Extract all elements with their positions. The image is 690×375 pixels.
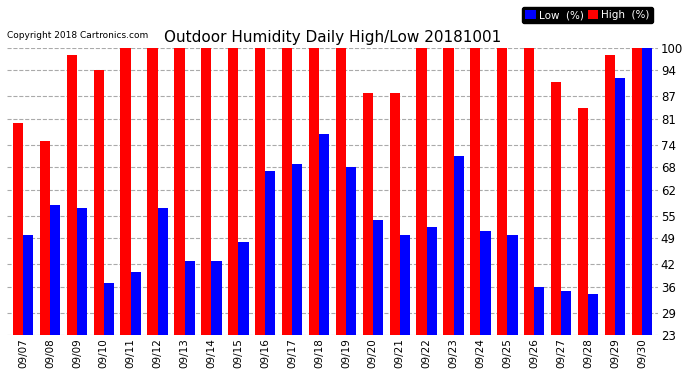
Bar bbox=[175, 48, 184, 375]
Bar bbox=[184, 261, 195, 375]
Bar bbox=[148, 48, 157, 375]
Bar bbox=[130, 272, 141, 375]
Bar bbox=[480, 231, 491, 375]
Title: Outdoor Humidity Daily High/Low 20181001: Outdoor Humidity Daily High/Low 20181001 bbox=[164, 30, 501, 45]
Bar bbox=[561, 291, 571, 375]
Bar bbox=[67, 56, 77, 375]
Bar bbox=[524, 48, 534, 375]
Bar bbox=[390, 93, 400, 375]
Bar bbox=[319, 134, 329, 375]
Bar bbox=[507, 235, 518, 375]
Bar bbox=[94, 70, 104, 375]
Bar bbox=[497, 48, 507, 375]
Bar bbox=[346, 167, 356, 375]
Bar bbox=[238, 242, 248, 375]
Bar bbox=[373, 220, 383, 375]
Bar bbox=[400, 235, 410, 375]
Bar bbox=[444, 48, 453, 375]
Bar bbox=[363, 93, 373, 375]
Bar bbox=[471, 48, 480, 375]
Bar bbox=[292, 164, 302, 375]
Bar bbox=[104, 283, 114, 375]
Bar bbox=[417, 48, 426, 375]
Bar bbox=[336, 48, 346, 375]
Bar bbox=[265, 171, 275, 375]
Bar bbox=[615, 78, 625, 375]
Bar bbox=[40, 141, 50, 375]
Bar bbox=[121, 48, 130, 375]
Bar bbox=[23, 235, 33, 375]
Bar bbox=[157, 209, 168, 375]
Bar bbox=[13, 123, 23, 375]
Bar bbox=[604, 56, 615, 375]
Bar bbox=[50, 205, 60, 375]
Bar bbox=[631, 48, 642, 375]
Bar bbox=[642, 48, 652, 375]
Bar bbox=[282, 48, 292, 375]
Bar bbox=[534, 287, 544, 375]
Bar bbox=[211, 261, 221, 375]
Bar bbox=[228, 48, 238, 375]
Text: Copyright 2018 Cartronics.com: Copyright 2018 Cartronics.com bbox=[7, 31, 148, 40]
Bar bbox=[578, 108, 588, 375]
Bar bbox=[77, 209, 87, 375]
Bar bbox=[426, 227, 437, 375]
Legend: Low  (%), High  (%): Low (%), High (%) bbox=[522, 7, 653, 23]
Bar bbox=[588, 294, 598, 375]
Bar bbox=[453, 156, 464, 375]
Bar bbox=[551, 81, 561, 375]
Bar bbox=[309, 48, 319, 375]
Bar bbox=[201, 48, 211, 375]
Bar bbox=[255, 48, 265, 375]
